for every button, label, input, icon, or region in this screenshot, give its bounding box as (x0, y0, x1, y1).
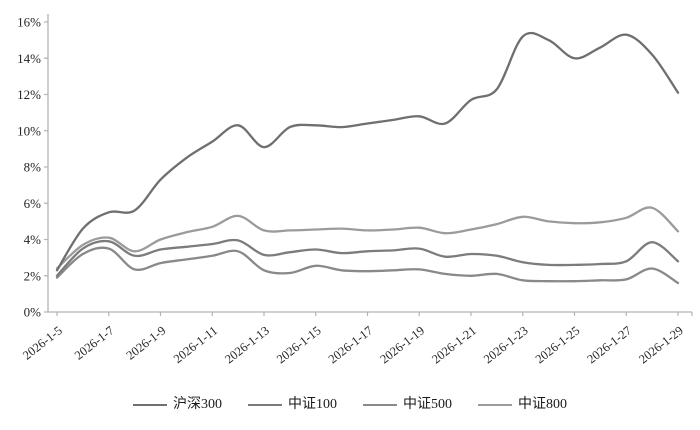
x-axis-label: 2026-1-5 (20, 323, 65, 362)
y-axis-label: 0% (24, 305, 42, 320)
series-line-中证800 (55, 206, 680, 270)
x-axis-label: 2026-1-23 (481, 323, 531, 366)
legend-line-swatch (478, 403, 512, 407)
x-axis-label: 2026-1-27 (584, 323, 634, 366)
legend-label: 中证100 (288, 397, 337, 412)
legend-line-swatch (248, 403, 282, 407)
x-axis-label: 2026-1-15 (274, 323, 324, 366)
x-axis-label: 2026-1-19 (377, 323, 427, 366)
y-axis-label: 6% (24, 196, 42, 211)
x-axis-label: 2026-1-21 (429, 323, 479, 366)
legend-line-swatch (363, 403, 397, 407)
chart-legend: 沪深300 中证100 中证500 中证800 (0, 398, 700, 412)
legend-item-中证500: 中证500 (363, 398, 452, 412)
legend-label: 中证800 (518, 397, 567, 412)
y-axis-label: 8% (24, 160, 42, 175)
x-axis-label: 2026-1-13 (222, 323, 272, 366)
x-axis-label: 2026-1-9 (124, 323, 169, 362)
x-axis-label: 2026-1-11 (171, 323, 220, 366)
legend-line-swatch (133, 403, 167, 407)
legend-label: 中证500 (403, 397, 452, 412)
series-line-沪深300 (55, 31, 680, 272)
y-axis-label: 4% (24, 232, 42, 247)
x-axis-label: 2026-1-25 (533, 323, 583, 366)
legend-label: 沪深300 (173, 397, 222, 412)
series-line-中证500 (55, 246, 680, 285)
x-axis-label: 2026-1-29 (636, 323, 686, 366)
y-axis-label: 2% (24, 268, 42, 283)
legend-item-沪深300: 沪深300 (133, 398, 222, 412)
y-axis-label: 12% (17, 87, 41, 102)
y-axis-label: 14% (17, 51, 41, 66)
y-axis-label: 16% (17, 15, 41, 30)
series-line-中证100 (55, 238, 680, 277)
legend-item-中证100: 中证100 (248, 398, 337, 412)
y-axis-label: 10% (17, 123, 41, 138)
legend-item-中证800: 中证800 (478, 398, 567, 412)
x-axis-label: 2026-1-7 (72, 323, 117, 362)
x-axis-label: 2026-1-17 (326, 323, 376, 366)
